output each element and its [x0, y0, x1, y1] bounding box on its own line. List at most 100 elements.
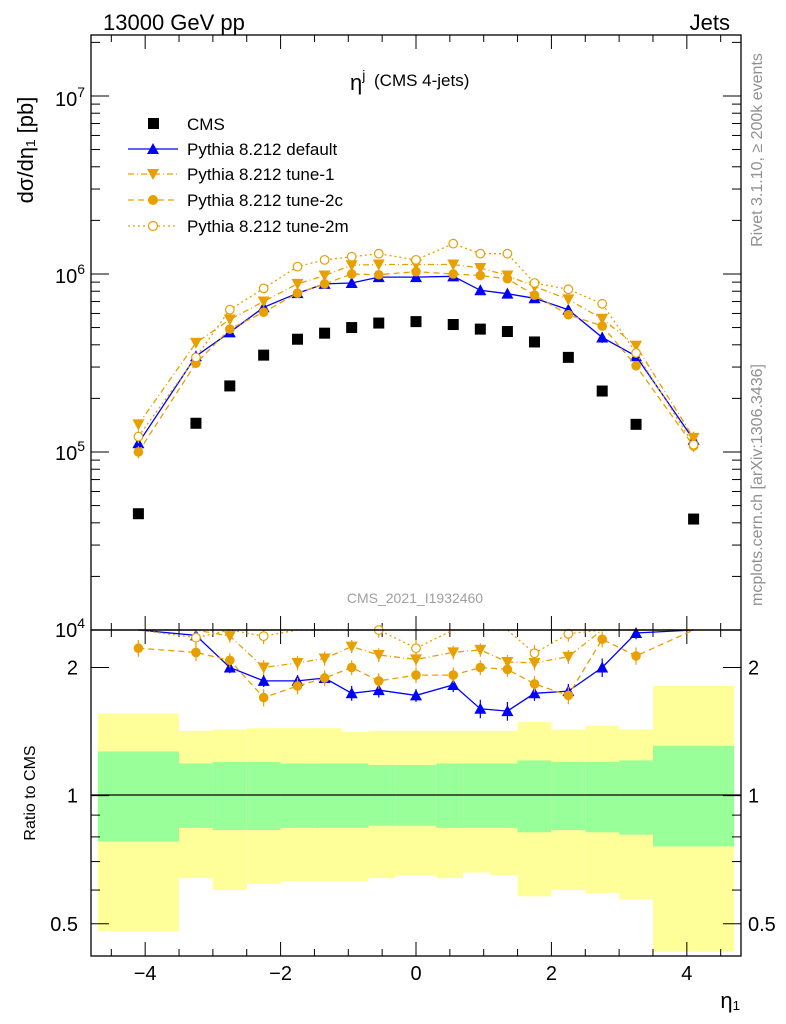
ratio-point-tune2m	[529, 648, 540, 659]
main-y-tick-labels: 107 106 105 104	[55, 84, 85, 642]
y-axis-label: dσ/dη₁ [pb]	[13, 97, 38, 204]
mcplots-info: mcplots.cern.ch [arXiv:1306.3436]	[749, 364, 766, 606]
main-title-note: (CMS 4-jets)	[374, 71, 469, 90]
ratio-point-default	[474, 702, 487, 714]
main-point-tune2c	[631, 360, 641, 371]
ratio-point-tune2c	[292, 681, 303, 691]
ratio-y-axis-label: Ratio to CMS	[22, 745, 39, 840]
y-tick-label-1e4: 104	[55, 615, 85, 642]
legend-marker-cms	[148, 118, 159, 129]
main-point-tune1	[257, 296, 270, 308]
ratio-point-tune1	[318, 653, 331, 665]
main-point-tune2c	[133, 447, 144, 457]
main-point-tune1	[189, 337, 202, 349]
main-title-superscript: j	[361, 67, 365, 83]
ratio-point-tune2c	[133, 643, 144, 654]
main-point-cms	[224, 380, 236, 392]
main-point-tune1	[447, 259, 460, 271]
main-point-tune2c	[597, 321, 607, 331]
main-point-tune2m	[292, 261, 303, 272]
main-point-cms	[292, 333, 304, 345]
main-point-default	[410, 271, 422, 283]
legend-label-tune-2m: Pythia 8.212 tune-2m	[187, 217, 349, 236]
main-point-default	[501, 287, 514, 299]
main-title-symbol: η	[350, 70, 362, 95]
ratio-point-default	[257, 674, 270, 686]
main-point-tune1	[291, 278, 304, 290]
main-point-tune2c	[448, 269, 459, 279]
main-point-cms	[319, 327, 331, 339]
y-tick-label-1e6: 106	[55, 261, 85, 288]
ratio-series	[133, 625, 694, 721]
ratio-band-inner	[619, 760, 653, 835]
y-tick-label-1e7: 107	[55, 84, 85, 111]
ratio-y-tick-label-right: 1	[748, 786, 759, 808]
ratio-band-inner	[97, 751, 180, 842]
ratio-point-tune1	[223, 631, 236, 643]
main-point-cms	[132, 508, 144, 520]
main-point-cms	[190, 417, 202, 429]
legend-entry-cms: CMS	[148, 115, 225, 134]
legend-marker-default	[147, 143, 159, 154]
main-point-tune1	[630, 340, 643, 352]
main-point-tune2c	[258, 307, 269, 317]
ratio-y-tick-label: 1	[67, 786, 78, 808]
ratio-point-tune1	[372, 650, 385, 662]
main-point-tune2m	[258, 283, 269, 294]
ratio-tune2c	[133, 629, 694, 707]
x-tick-label: 4	[681, 963, 692, 985]
main-point-tune2c	[346, 269, 357, 279]
main-point-tune2m	[191, 352, 201, 363]
ratio-point-tune2m	[191, 632, 201, 643]
main-point-tune2c	[373, 269, 384, 280]
main-point-tune1	[372, 259, 385, 271]
ratio-point-default	[528, 687, 541, 699]
legend-entry-default: Pythia 8.212 default	[128, 140, 338, 159]
ratio-tune2m	[138, 625, 694, 663]
main-point-cms	[258, 349, 270, 361]
ratio-point-tune2c	[225, 655, 235, 666]
main-point-tune2c	[319, 279, 330, 289]
ratio-point-default	[630, 627, 643, 639]
ratio-band-inner	[652, 745, 735, 847]
ratio-point-default	[372, 684, 385, 696]
main-point-cms	[501, 326, 513, 338]
ratio-point-tune1	[291, 657, 304, 669]
analysis-id: CMS_2021_I1932460	[347, 590, 483, 606]
main-point-tune1	[345, 260, 358, 272]
ratio-x-tick-labels: −4 −2 0 2 4	[134, 963, 693, 985]
main-point-cms	[562, 351, 574, 363]
main-tune2m	[133, 238, 699, 451]
rivet-info: Rivet 3.1.10, ≥ 200k events	[749, 53, 766, 247]
ratio-point-tune1	[345, 641, 358, 653]
main-default	[132, 270, 700, 449]
main-point-tune1	[223, 314, 236, 326]
ratio-plot-frame	[90, 629, 742, 957]
ratio-tune1	[138, 629, 694, 676]
main-point-tune2m	[688, 439, 699, 450]
main-point-tune2m	[597, 298, 608, 309]
main-point-default	[596, 331, 609, 343]
ratio-uncertainty-bands	[97, 685, 735, 952]
ratio-point-tune2c	[475, 662, 486, 673]
ratio-band-inner	[314, 763, 342, 828]
main-point-cms	[596, 385, 608, 397]
x-axis-label: η₁	[720, 988, 740, 1013]
main-point-cms	[474, 323, 486, 335]
main-point-default	[345, 276, 358, 288]
ratio-point-tune2c	[191, 647, 201, 658]
main-point-cms	[528, 336, 540, 348]
ratio-point-tune2c	[631, 651, 641, 661]
main-point-cms	[373, 317, 385, 329]
x-tick-label: −4	[134, 963, 157, 985]
ratio-point-tune2c	[597, 634, 607, 645]
main-point-tune1	[596, 313, 609, 325]
main-point-cms	[630, 418, 642, 430]
x-tick-label: 0	[410, 963, 421, 985]
ratio-point-tune2c	[373, 676, 384, 686]
ratio-point-default	[501, 705, 514, 717]
ratio-point-tune2c	[563, 690, 574, 701]
main-line-default	[137, 275, 695, 444]
main-point-tune2c	[475, 270, 486, 281]
